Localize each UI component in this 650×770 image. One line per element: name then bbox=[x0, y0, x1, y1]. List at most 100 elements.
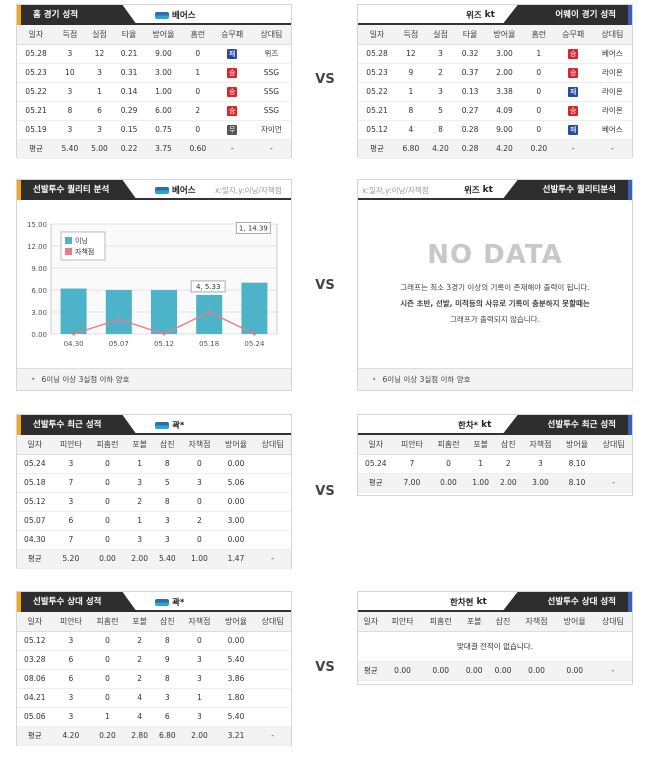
result-cell: 승 bbox=[553, 44, 593, 64]
table-cell: 05.24 bbox=[358, 454, 394, 474]
table-cell: 0.00 bbox=[217, 492, 255, 512]
table-cell: 1 bbox=[84, 82, 115, 102]
table-cell: 2 bbox=[125, 650, 154, 670]
table-cell: 0 bbox=[430, 454, 467, 474]
table-cell: 8.10 bbox=[558, 454, 596, 474]
empty-row: 맞대결 전적이 없습니다. bbox=[358, 631, 632, 662]
table-row: 05.22 3 1 0.14 1.00 0 승 SSG bbox=[17, 82, 291, 102]
bar-innings bbox=[105, 290, 132, 334]
table-row: 05.28 12 3 0.32 3.00 1 승 베어스 bbox=[358, 44, 632, 64]
table-row: 05.24 7 0 1 2 3 8.10 bbox=[358, 454, 632, 474]
table-cell: 6 bbox=[52, 511, 90, 531]
result-badge: 패 bbox=[227, 48, 238, 59]
legend-label: 이닝 bbox=[75, 236, 88, 245]
result-badge: 승 bbox=[568, 67, 579, 78]
table-cell: 1 bbox=[125, 511, 154, 531]
table-cell: 12 bbox=[84, 44, 115, 64]
column-header: 피안타 bbox=[383, 612, 422, 632]
table-cell: 3 bbox=[55, 82, 85, 102]
panel-header: 선발투수 최근 성적 곽* bbox=[17, 415, 291, 435]
bears-logo-icon bbox=[155, 421, 169, 429]
team-label: 위즈 kt bbox=[466, 10, 495, 21]
annotation-box bbox=[235, 221, 271, 234]
table-cell: 8 bbox=[153, 631, 182, 651]
column-header: 상대팀 bbox=[592, 25, 632, 45]
opp-right-table: 일자 피안타 피홈런 포볼 삼진 자책점 방어율 상대팀 맞대결 전적이 없습니다. 평균 0.… bbox=[358, 612, 632, 681]
table-cell: 1.00 bbox=[181, 549, 218, 569]
table-cell: 평균 bbox=[17, 139, 56, 159]
table-cell: 0 bbox=[89, 492, 126, 512]
axis-note: x:일자,y:이닝/자책점 bbox=[215, 186, 282, 195]
table-cell: 4.20 bbox=[52, 726, 90, 746]
column-header: 상대팀 bbox=[595, 435, 632, 455]
table-cell: 05.28 bbox=[358, 44, 397, 64]
column-header: 자책점 bbox=[181, 612, 218, 632]
vs-label: VS bbox=[315, 660, 335, 675]
result-cell: 패 bbox=[553, 82, 593, 102]
table-cell bbox=[254, 454, 291, 474]
table-cell: 3 bbox=[84, 120, 115, 140]
table-cell: 평균 bbox=[358, 473, 394, 493]
recent-left-panel: 선발투수 최근 성적 곽* 일자 피안타 피홈런 포볼 삼진 자책점 방어율 상대팀 0 5.2… bbox=[16, 414, 292, 569]
y-tick-label: 9.00 bbox=[31, 265, 47, 273]
footnote: 6이닝 이상 3실점 이하 양호 bbox=[358, 368, 632, 390]
average-row: 평균 5.40 5.00 0.22 3.75 0.60- - bbox=[17, 139, 291, 159]
average-row: 평균 6.80 4.20 0.28 4.20 0.20- - bbox=[358, 139, 632, 159]
column-header: 상대팀 bbox=[251, 25, 291, 45]
table-cell: 4.09 bbox=[484, 101, 525, 121]
column-header: 일자 bbox=[17, 25, 56, 45]
table-cell: 3 bbox=[181, 473, 218, 493]
table-cell: 0 bbox=[89, 631, 126, 651]
table-cell: 5.20 bbox=[52, 549, 90, 569]
table-cell: 05.23 bbox=[358, 63, 397, 83]
column-header: 일자 bbox=[358, 25, 397, 45]
table-cell: 0 bbox=[183, 120, 213, 140]
panel-tab: 선발투수 최근 성적 bbox=[502, 415, 632, 435]
quality-right-panel: x:일자,y:이닝/자책점 위즈 kt 선발투수 퀄리티분석 NO DATA 그래… bbox=[357, 179, 633, 391]
bears-logo-icon bbox=[155, 11, 169, 19]
annotation-label: 4, 5.33 bbox=[196, 283, 221, 291]
table-cell: 3 bbox=[425, 82, 456, 102]
table-cell bbox=[254, 530, 291, 550]
result-cell: 패 bbox=[212, 44, 252, 64]
column-header: 피홈런 bbox=[421, 612, 460, 632]
result-cell: 승 bbox=[212, 101, 252, 121]
table-cell: 0.00 bbox=[555, 661, 594, 681]
table-cell: 6 bbox=[153, 707, 182, 727]
panel-tab: 선발투수 퀄리티분석 bbox=[502, 180, 632, 200]
table-cell: 5 bbox=[425, 101, 456, 121]
team-label: 위즈 kt bbox=[464, 185, 493, 196]
table-cell: 2.00 bbox=[125, 549, 154, 569]
x-tick-label: 05.18 bbox=[199, 340, 219, 348]
table-row: 04.21 3 0 4 3 1 1.80 bbox=[17, 688, 291, 708]
column-header: 피홈런 bbox=[430, 435, 467, 455]
table-cell: 05.07 bbox=[17, 511, 53, 531]
table-cell: 2 bbox=[125, 669, 154, 689]
table-row: 05.21 8 5 0.27 4.09 0 승 라이온 bbox=[358, 101, 632, 121]
table-cell: 1 bbox=[396, 82, 426, 102]
panel-header: 선발투수 상대 성적 곽* bbox=[17, 592, 291, 612]
vs-label: VS bbox=[315, 72, 335, 87]
table-cell: 5.40 bbox=[55, 139, 85, 159]
table-cell: 8 bbox=[153, 492, 182, 512]
table-cell: 0 bbox=[181, 454, 218, 474]
table-cell: 0 bbox=[181, 631, 218, 651]
x-tick-label: 05.12 bbox=[154, 340, 174, 348]
earned-runs-point bbox=[252, 332, 256, 336]
table-row: 05.18 7 0 3 5 3 5.06 bbox=[17, 473, 291, 493]
table-cell: 8 bbox=[55, 101, 85, 121]
table-header-row: 일자 피안타 피홈런 포볼 삼진 자책점 방어율 상대팀 bbox=[17, 435, 291, 455]
earned-runs-point bbox=[72, 332, 76, 336]
column-header: 방어율 bbox=[217, 435, 255, 455]
table-header-row: 일자 피안타 피홈런 포볼 삼진 자책점 방어율 상대팀 bbox=[17, 612, 291, 632]
column-header: 포볼 bbox=[125, 435, 154, 455]
table-cell: 0 bbox=[89, 511, 126, 531]
table-row: 08.06 6 0 2 8 3 3.86 bbox=[17, 669, 291, 689]
table-row: 05.23 10 3 0.31 3.00 1 승 SSG bbox=[17, 63, 291, 83]
table-cell: 3 bbox=[153, 688, 182, 708]
result-cell: 패 bbox=[553, 120, 593, 140]
column-header: 방어율 bbox=[484, 25, 525, 45]
table-cell: 0.14 bbox=[114, 82, 144, 102]
table-cell: 05.12 bbox=[17, 492, 53, 512]
column-header: 타율 bbox=[114, 25, 144, 45]
